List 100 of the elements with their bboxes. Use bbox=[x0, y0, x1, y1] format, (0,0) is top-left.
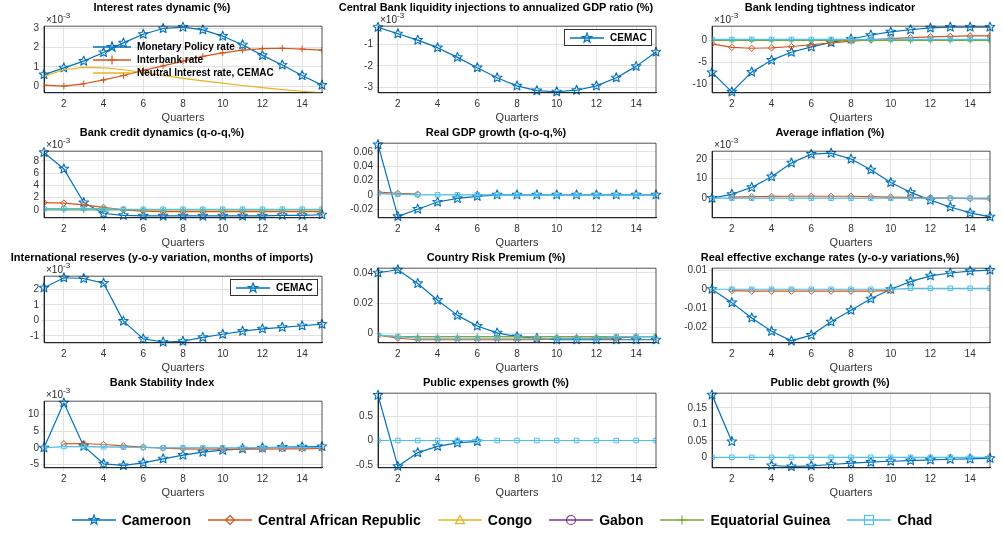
legend-label: CEMAC bbox=[610, 31, 647, 45]
x-tick-label: 4 bbox=[434, 472, 441, 484]
x-tick-label: 12 bbox=[590, 472, 603, 484]
y-tick-label: -0.01 bbox=[684, 302, 708, 314]
y-tick-label: 0 bbox=[701, 282, 708, 294]
y-tick-label: 5 bbox=[33, 424, 40, 436]
y-tick-label: -0.5 bbox=[355, 458, 374, 470]
legend-label: Gabon bbox=[599, 512, 644, 528]
y-tick-label: 10 bbox=[27, 408, 40, 420]
x-tick-label: 4 bbox=[434, 347, 441, 359]
y-tick-label: 0.02 bbox=[353, 296, 374, 308]
y-tick-label: 0 bbox=[33, 441, 40, 453]
x-tick-label: 6 bbox=[474, 222, 481, 234]
x-tick-label: 12 bbox=[256, 97, 269, 109]
x-axis-title: Quarters bbox=[161, 236, 205, 249]
x-tick-label: 12 bbox=[256, 347, 269, 359]
x-tick-label: 6 bbox=[140, 472, 147, 484]
x-tick-label: 2 bbox=[729, 97, 736, 109]
x-tick-label: 6 bbox=[140, 222, 147, 234]
x-tick-label: 2 bbox=[61, 97, 68, 109]
y-tick-label: 6 bbox=[33, 166, 40, 178]
legend-label: Central African Republic bbox=[257, 512, 421, 528]
x-axis-title: Quarters bbox=[161, 111, 205, 124]
y-tick-label: 0.1 bbox=[693, 418, 708, 430]
chart-title: Real GDP growth (q-o-q,%) bbox=[425, 125, 567, 138]
x-tick-label: 14 bbox=[964, 472, 977, 484]
y-tick-label: 2 bbox=[33, 283, 40, 295]
x-tick-label: 14 bbox=[296, 472, 309, 484]
x-tick-label: 12 bbox=[924, 97, 937, 109]
x-tick-label: 12 bbox=[256, 472, 269, 484]
x-tick-label: 10 bbox=[217, 222, 229, 234]
y-tick-label: 0.06 bbox=[353, 145, 374, 157]
x-tick-label: 10 bbox=[217, 97, 229, 109]
legend-label: Cameroon bbox=[121, 512, 191, 528]
y-tick-label: 4 bbox=[33, 179, 40, 191]
y-tick-label: 0 bbox=[33, 79, 40, 91]
x-tick-label: 8 bbox=[514, 347, 521, 359]
y-tick-label: 2 bbox=[33, 191, 40, 203]
x-tick-label: 6 bbox=[808, 222, 815, 234]
x-tick-label: 4 bbox=[768, 347, 775, 359]
y-tick-label: 10 bbox=[695, 172, 708, 184]
y-tick-label: 0 bbox=[701, 451, 708, 463]
legend-label: Monetary Policy rate bbox=[137, 40, 235, 53]
y-tick-label: 0.04 bbox=[353, 159, 374, 171]
y-tick-label: 0 bbox=[367, 188, 374, 200]
x-tick-label: 2 bbox=[729, 222, 736, 234]
y-tick-label: -1 bbox=[364, 38, 374, 50]
y-tick-label: -5 bbox=[698, 56, 708, 68]
y-tick-label: -5 bbox=[30, 458, 40, 470]
x-tick-label: 8 bbox=[514, 97, 521, 109]
x-axis-title: Quarters bbox=[495, 236, 539, 249]
chart-title: Real effective exchange rates (y-o-y variations,%) bbox=[700, 250, 960, 263]
x-tick-label: 10 bbox=[885, 97, 897, 109]
x-tick-label: 10 bbox=[551, 347, 563, 359]
y-tick-label: 3 bbox=[33, 22, 40, 34]
y-tick-label: 0 bbox=[701, 34, 708, 46]
x-tick-label: 10 bbox=[885, 347, 897, 359]
x-tick-label: 4 bbox=[434, 222, 441, 234]
x-tick-label: 4 bbox=[100, 97, 107, 109]
x-tick-label: 8 bbox=[180, 97, 187, 109]
y-tick-label: 0.05 bbox=[687, 434, 708, 446]
x-axis-title: Quarters bbox=[161, 361, 205, 374]
x-tick-label: 8 bbox=[180, 347, 187, 359]
x-tick-label: 10 bbox=[885, 222, 897, 234]
x-tick-label: 8 bbox=[180, 472, 187, 484]
y-tick-label: 0.01 bbox=[687, 263, 708, 275]
x-tick-label: 8 bbox=[514, 222, 521, 234]
x-tick-label: 10 bbox=[551, 97, 563, 109]
legend-label: Chad bbox=[897, 512, 933, 528]
x-tick-label: 10 bbox=[551, 222, 563, 234]
y-tick-label: -2 bbox=[364, 59, 374, 71]
x-axis-title: Quarters bbox=[495, 486, 539, 499]
x-tick-label: 2 bbox=[395, 347, 402, 359]
x-tick-label: 10 bbox=[217, 472, 229, 484]
x-tick-label: 2 bbox=[729, 472, 736, 484]
y-tick-label: -0.02 bbox=[350, 202, 374, 214]
y-tick-label: 0 bbox=[33, 203, 40, 215]
x-tick-label: 4 bbox=[100, 347, 107, 359]
x-tick-label: 6 bbox=[808, 347, 815, 359]
y-tick-label: 0.02 bbox=[353, 174, 374, 186]
x-tick-label: 4 bbox=[100, 222, 107, 234]
chart-title: Public expenses growth (%) bbox=[422, 375, 570, 388]
x-axis-title: Quarters bbox=[829, 361, 873, 374]
x-tick-label: 10 bbox=[217, 347, 229, 359]
x-tick-label: 10 bbox=[551, 472, 563, 484]
x-tick-label: 12 bbox=[590, 222, 603, 234]
chart-title: Average inflation (%) bbox=[775, 125, 885, 138]
y-tick-label: 0.04 bbox=[353, 266, 374, 278]
x-tick-label: 14 bbox=[630, 222, 643, 234]
x-tick-label: 10 bbox=[885, 472, 897, 484]
x-tick-label: 14 bbox=[964, 97, 977, 109]
y-tick-label: 0 bbox=[33, 314, 40, 326]
y-tick-label: 0 bbox=[701, 191, 708, 203]
x-tick-label: 14 bbox=[630, 347, 643, 359]
chart-title: International reserves (y-o-y variation, months of imports) bbox=[10, 250, 314, 263]
chart-title: Public debt growth (%) bbox=[770, 375, 890, 388]
y-tick-label: 0.5 bbox=[359, 409, 374, 421]
x-tick-label: 12 bbox=[924, 222, 937, 234]
x-tick-label: 4 bbox=[768, 472, 775, 484]
x-tick-label: 12 bbox=[924, 472, 937, 484]
